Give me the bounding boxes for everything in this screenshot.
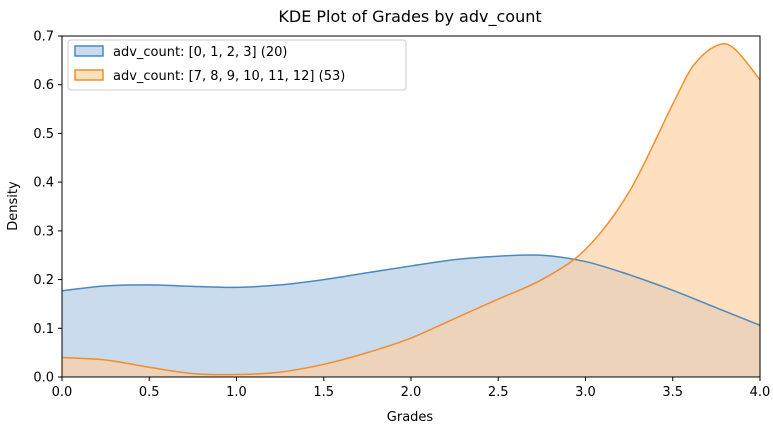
x-tick-label: 4.0 [750, 385, 771, 400]
legend-label-1: adv_count: [0, 1, 2, 3] (20) [113, 45, 287, 60]
series-2-line [61, 43, 761, 376]
legend-swatch-1 [74, 45, 104, 57]
x-tick-label: 0.0 [52, 385, 73, 400]
legend-swatch-2 [74, 69, 104, 81]
x-tick-label: 1.0 [226, 385, 247, 400]
y-axis-label: Density [6, 181, 21, 231]
x-tick-label: 0.5 [139, 385, 160, 400]
legend: adv_count: [0, 1, 2, 3] (20) adv_count: [… [67, 39, 407, 91]
series-2-area [62, 43, 760, 378]
x-axis: 0.0 0.5 1.0 1.5 2.0 2.5 3.0 3.5 4.0 [52, 377, 771, 400]
y-tick-label: 0.1 [33, 322, 54, 337]
y-tick-label: 0.7 [33, 30, 54, 45]
legend-box [67, 39, 407, 91]
y-tick-label: 0.5 [33, 127, 54, 142]
y-tick-label: 0.2 [33, 273, 54, 288]
chart-title: KDE Plot of Grades by adv_count [278, 7, 541, 27]
y-tick-label: 0.4 [33, 176, 54, 191]
y-axis: 0.0 0.1 0.2 0.3 0.4 0.5 0.6 0.7 [33, 30, 62, 386]
plot-area [61, 43, 761, 378]
y-tick-label: 0.6 [33, 78, 54, 93]
y-tick-label: 0.0 [33, 371, 54, 386]
x-tick-label: 1.5 [313, 385, 334, 400]
y-tick-label: 0.3 [33, 224, 54, 239]
x-axis-label: Grades [387, 410, 434, 425]
legend-label-2: adv_count: [7, 8, 9, 10, 11, 12] (53) [113, 69, 345, 84]
x-tick-label: 3.5 [662, 385, 683, 400]
x-tick-label: 2.5 [488, 385, 509, 400]
series-1-line [61, 254, 761, 327]
x-tick-label: 2.0 [401, 385, 422, 400]
x-tick-label: 3.0 [575, 385, 596, 400]
